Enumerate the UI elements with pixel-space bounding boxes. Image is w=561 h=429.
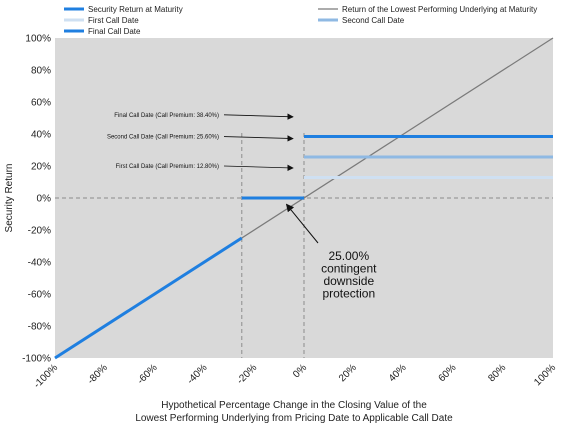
x-tick-label: -40% [185, 362, 209, 386]
y-tick-label: -100% [22, 354, 51, 365]
x-tick-label: 100% [532, 362, 558, 388]
y-tick-label: -40% [28, 258, 51, 269]
legend-label-5: Final Call Date [88, 27, 141, 36]
callout-label-3: First Call Date (Call Premium: 12.80%) [116, 164, 219, 170]
x-tick-label: -100% [32, 362, 60, 390]
y-tick-label: 0% [37, 194, 52, 205]
callout-label-2: Second Call Date (Call Premium: 25.60%) [107, 135, 219, 141]
x-tick-label: 40% [387, 362, 409, 384]
y-tick-label: 20% [31, 162, 51, 173]
protection-arrow [285, 203, 319, 244]
y-tick-label: -80% [28, 322, 51, 333]
protection-text-line-1: 25.00% [328, 249, 369, 263]
y-tick-label: 40% [31, 130, 51, 141]
legend-label-3: First Call Date [88, 16, 139, 25]
x-axis-ticks: -100% -80% -60% -40% -20% 0% 20% 40% 60% 80% 100% [32, 362, 558, 390]
y-tick-label: -20% [28, 226, 51, 237]
y-axis-title: Security Return [4, 164, 15, 233]
y-axis-ticks: -100% -80% -60% -40% -20% 0% 20% 40% 60% 80% 100% [22, 34, 51, 365]
x-tick-label: 60% [437, 362, 459, 384]
series-group [54, 37, 554, 360]
x-tick-label: -80% [86, 362, 110, 386]
legend-label-2: Return of the Lowest Performing Underlyi… [342, 5, 537, 14]
legend-label-1: Security Return at Maturity [88, 5, 183, 14]
y-tick-label: 100% [25, 34, 51, 45]
callout-arrow-2 [223, 135, 294, 142]
protection-text-line-2: contingent [321, 262, 377, 276]
x-tick-label: 0% [291, 362, 309, 380]
x-tick-label: 20% [337, 362, 359, 384]
callout-arrow-3 [223, 164, 294, 172]
x-tick-label: -60% [135, 362, 159, 386]
x-axis-title-line-1: Hypothetical Percentage Change in the Cl… [161, 400, 427, 411]
x-tick-label: 80% [486, 362, 508, 384]
callout-label-1: Final Call Date (Call Premium: 38.40%) [114, 113, 219, 119]
x-axis-title-line-2: Lowest Performing Underlying from Pricin… [135, 413, 453, 424]
callout-annotations: Final Call Date (Call Premium: 38.40%) Se… [107, 113, 377, 301]
protection-text-line-4: protection [322, 287, 375, 301]
callout-arrow-1 [223, 113, 294, 120]
series-security-return-at-maturity-segment-1 [54, 236, 243, 360]
y-tick-label: -60% [28, 290, 51, 301]
y-tick-label: 60% [31, 98, 51, 109]
y-tick-label: 80% [31, 66, 51, 77]
protection-text-line-3: downside [323, 274, 374, 288]
legend-label-4: Second Call Date [342, 16, 405, 25]
x-tick-label: -20% [235, 362, 259, 386]
legend: Security Return at Maturity Return of the… [64, 5, 537, 36]
